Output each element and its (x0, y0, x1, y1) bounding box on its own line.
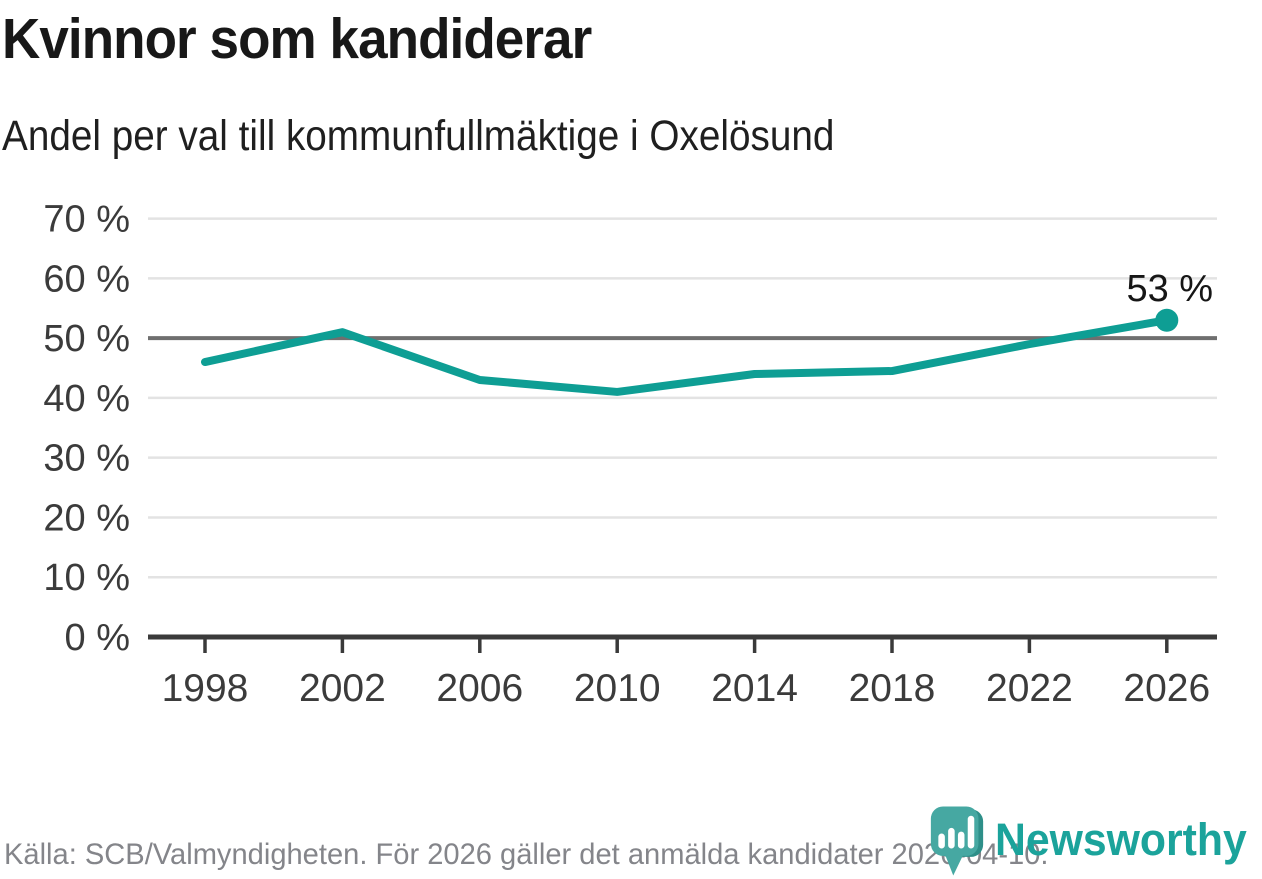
x-axis-label: 2018 (849, 667, 936, 710)
source-note: Källa: SCB/Valmyndigheten. För 2026 gäll… (4, 838, 1049, 871)
newsworthy-logo: Newsworthy (929, 803, 1260, 879)
chart-title: Kvinnor som kandiderar (2, 7, 592, 71)
y-axis-label: 60 % (43, 258, 130, 300)
newsworthy-brand-text: Newsworthy (994, 814, 1247, 865)
x-axis-label: 1998 (162, 667, 249, 710)
y-axis-label: 10 % (43, 557, 130, 599)
series-line (201, 316, 1171, 396)
y-axis-label: 50 % (43, 318, 130, 360)
y-axis-label: 70 % (43, 199, 130, 241)
x-axis-label: 2002 (299, 667, 386, 710)
y-axis-label: 30 % (43, 438, 130, 480)
y-axis-label: 0 % (65, 617, 130, 659)
chart-subtitle: Andel per val till kommunfullmäktige i O… (2, 112, 835, 160)
x-axis-label: 2006 (436, 667, 523, 710)
y-axis-label: 20 % (43, 497, 130, 539)
y-axis-label: 40 % (43, 378, 130, 420)
end-point-label: 53 % (1126, 268, 1213, 310)
x-axis-label: 2014 (711, 667, 798, 710)
x-axis-label: 2026 (1123, 667, 1210, 710)
x-axis-label: 2010 (574, 667, 661, 710)
x-axis-label: 2022 (986, 667, 1073, 710)
newsworthy-logo-icon (930, 806, 984, 876)
end-point-marker (1155, 308, 1179, 332)
